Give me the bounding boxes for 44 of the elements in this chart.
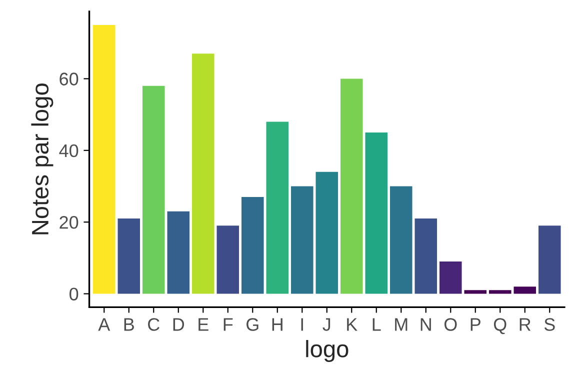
x-tick-label: E — [198, 318, 208, 331]
x-tick-label: R — [520, 318, 531, 331]
y-tick-label: 40 — [59, 144, 78, 158]
bar — [316, 172, 338, 294]
x-axis-title: logo — [306, 340, 348, 362]
x-tick-label: H — [272, 318, 282, 331]
bar — [118, 218, 140, 294]
x-tick-label: Q — [494, 318, 506, 334]
bar — [514, 286, 536, 294]
x-tick-label: J — [322, 318, 330, 331]
y-axis-title: Notes par logo — [31, 84, 54, 234]
bar — [142, 86, 165, 294]
bar — [167, 211, 190, 294]
bar — [340, 78, 363, 294]
x-tick-label: S — [544, 318, 555, 331]
bar — [538, 226, 561, 294]
bar — [365, 132, 388, 294]
x-tick-label: C — [148, 318, 160, 331]
bar — [439, 262, 462, 294]
x-tick-label: M — [395, 318, 408, 331]
x-tick-label: D — [173, 318, 184, 331]
bar — [192, 54, 214, 294]
x-tick-label: O — [444, 318, 457, 331]
x-tick-label: L — [372, 318, 381, 331]
x-tick-label: P — [470, 318, 480, 331]
x-tick-label: B — [124, 318, 134, 331]
bar — [464, 290, 487, 294]
x-tick-label: A — [98, 318, 110, 331]
bar — [390, 186, 412, 294]
x-tick-label: G — [246, 318, 258, 331]
y-tick-label: 20 — [60, 216, 78, 229]
y-tick-label: 0 — [70, 288, 78, 300]
bar — [290, 186, 314, 294]
x-tick-label: K — [347, 318, 358, 331]
x-tick-label: F — [224, 318, 233, 331]
x-tick-label: N — [420, 318, 431, 331]
bar — [216, 226, 240, 294]
bar — [488, 290, 512, 294]
x-tick-label: I — [301, 318, 303, 331]
bar — [414, 218, 438, 294]
bar — [92, 24, 116, 294]
y-tick-label: 60 — [60, 72, 78, 86]
bar — [266, 122, 289, 294]
bar — [241, 196, 264, 294]
